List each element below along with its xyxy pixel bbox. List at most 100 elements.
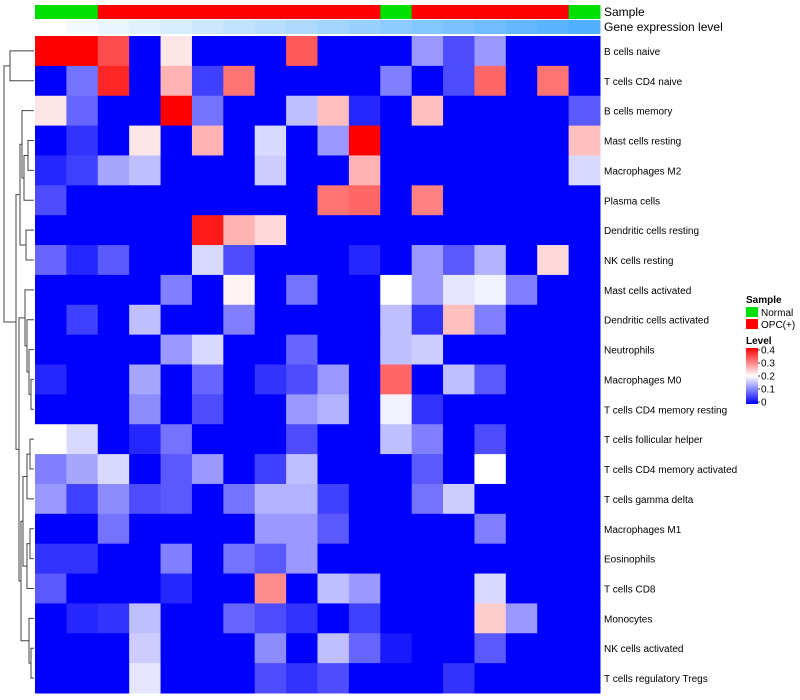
heatmap-cell [537,364,570,395]
heatmap-cell [129,394,162,425]
heatmap-cell [348,573,381,604]
row-label: B cells memory [604,107,672,118]
heatmap-cell [505,334,538,365]
heatmap-cell [317,424,350,455]
heatmap-cell [66,125,99,156]
heatmap-cell [505,95,538,127]
heatmap-cell [160,394,193,425]
row-label: Macrophages M1 [604,525,682,536]
heatmap-cell [474,483,507,515]
heatmap-cell [317,334,350,365]
dendrogram-branch [26,319,34,373]
heatmap-cell [97,573,130,604]
heatmap-cell [380,543,413,575]
heatmap-cell [568,424,601,455]
heatmap-cell [97,663,130,694]
heatmap-cell [317,274,350,306]
dendrogram-branch [25,229,34,261]
heatmap-cell [286,483,318,515]
heatmap-cell [474,334,507,365]
expression-track-cell [568,20,601,34]
heatmap-cell [35,65,67,97]
heatmap-cell [474,245,507,276]
heatmap-cell [568,65,601,97]
heatmap-cell [348,364,381,395]
heatmap-cell [35,663,67,694]
heatmap-cell [160,304,193,336]
heatmap-cell [254,633,287,664]
sample-track-cell [474,5,507,19]
heatmap-cell [254,573,287,604]
heatmap-cell [35,633,67,664]
heatmap-cell [191,36,224,67]
heatmap-cell [568,603,601,634]
heatmap-cell [191,603,224,634]
heatmap-cell [348,215,381,246]
dendrogram-branch [29,528,34,560]
heatmap-cell [97,394,130,425]
heatmap-cell [129,155,162,186]
heatmap-cell [474,36,507,67]
heatmap-cell [160,274,193,306]
heatmap-cell [348,334,381,365]
heatmap-cell [568,95,601,127]
row-label: T cells CD4 memory resting [604,405,727,416]
row-label: NK cells activated [604,644,683,655]
heatmap-cell [411,603,444,634]
heatmap-cell [380,633,413,664]
heatmap-cell [505,454,538,485]
heatmap-cell [129,513,162,545]
heatmap-cell [66,36,99,67]
heatmap-cell [254,245,287,276]
dendrogram-branch [18,317,25,582]
heatmap-cell [380,95,413,127]
heatmap-cell [191,304,224,336]
heatmap-cell [443,155,475,186]
heatmap-cell [474,185,507,216]
heatmap-cell [443,65,475,97]
heatmap-cell [537,633,570,664]
row-label: T cells follicular helper [604,435,703,446]
heatmap-cell [348,155,381,186]
heatmap-cell [191,155,224,186]
heatmap-cell [191,185,224,216]
heatmap-cell [443,394,475,425]
heatmap-cell [160,245,193,276]
heatmap-cell [443,663,475,694]
heatmap-cell [254,125,287,156]
heatmap-cell [317,36,350,67]
heatmap-cell [286,364,318,395]
dendrogram-branch [9,50,34,82]
heatmap-cell [317,603,350,634]
sample-track-cell [254,5,287,19]
heatmap-cell [254,424,287,455]
heatmap-cell [66,454,99,485]
heatmap-cell [348,245,381,276]
heatmap-cell [443,424,475,455]
heatmap-cell [505,394,538,425]
heatmap-cell [286,125,318,156]
heatmap-cell [223,573,256,604]
heatmap-cell [537,543,570,575]
heatmap-cell [35,394,67,425]
heatmap-cell [348,633,381,664]
heatmap-cell [97,95,130,127]
heatmap-cell [129,633,162,664]
track-label-expression: Gene expression level [604,20,723,34]
legend-swatch-normal [746,307,758,317]
heatmap-cell [505,573,538,604]
heatmap-cell [129,603,162,634]
heatmap-cell [380,424,413,455]
heatmap-cell [443,364,475,395]
heatmap-cell [129,663,162,694]
expression-track-cell [380,20,413,34]
heatmap-cell [380,334,413,365]
heatmap-cell [317,543,350,575]
heatmap-cell [286,334,318,365]
heatmap-cell [191,65,224,97]
heatmap-cell [223,334,256,365]
heatmap-cell [191,394,224,425]
row-label: T cells CD8 [604,584,656,595]
heatmap-cell [223,513,256,545]
heatmap-cell [505,513,538,545]
